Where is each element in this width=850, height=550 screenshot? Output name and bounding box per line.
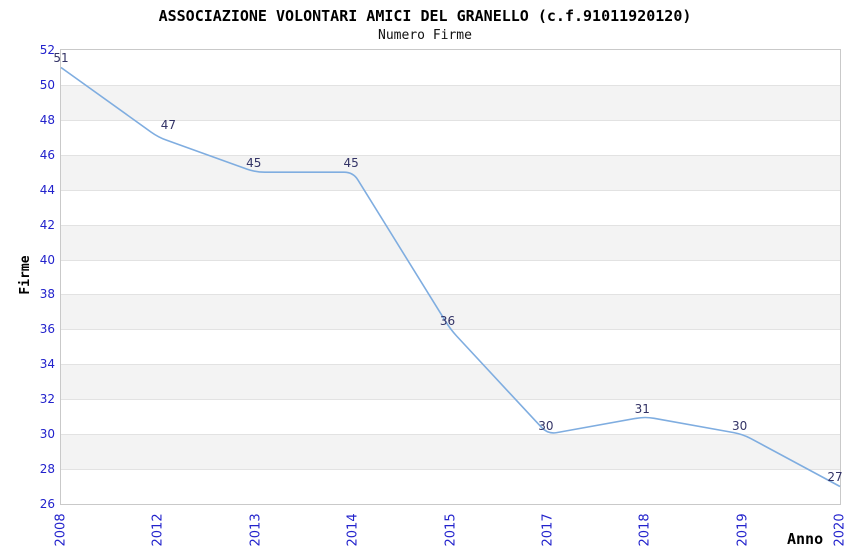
gridline — [61, 364, 840, 365]
plot-band — [61, 84, 840, 120]
line-series — [60, 66, 841, 488]
x-axis-title: Anno — [787, 530, 824, 548]
plot-band — [61, 434, 840, 470]
x-tick-label: 2020 — [832, 513, 848, 547]
y-tick-label: 34 — [39, 357, 55, 372]
gridline — [61, 190, 840, 191]
x-tick-label: 2018 — [637, 513, 653, 547]
y-tick-label: 26 — [39, 497, 55, 511]
data-point-label: 36 — [439, 314, 456, 329]
data-point-label: 45 — [246, 156, 262, 171]
y-tick-label: 52 — [39, 43, 55, 57]
series-path — [60, 66, 841, 488]
data-point-label: 51 — [53, 51, 69, 66]
gridline — [61, 225, 840, 226]
plot-band — [61, 364, 840, 400]
gridline — [61, 399, 840, 400]
gridline — [61, 434, 840, 435]
y-tick-label: 50 — [39, 77, 55, 92]
y-tick-label: 32 — [39, 392, 55, 407]
x-tick-label: 2008 — [53, 513, 69, 547]
y-tick-label: 42 — [39, 217, 55, 232]
y-tick-label: 30 — [39, 427, 55, 442]
gridline — [61, 155, 840, 156]
y-tick-label: 28 — [39, 462, 55, 477]
plot-band — [61, 294, 840, 330]
gridline — [61, 469, 840, 470]
x-tick-label: 2015 — [443, 513, 458, 547]
x-tick-label: 2014 — [345, 513, 361, 547]
y-tick-label: 36 — [39, 322, 55, 337]
gridline — [61, 260, 840, 261]
x-tick-label: 2012 — [150, 513, 166, 547]
data-point-label: 47 — [160, 118, 177, 133]
data-point-label: 30 — [538, 419, 554, 434]
chart-title: ASSOCIAZIONE VOLONTARI AMICI DEL GRANELL… — [158, 7, 692, 25]
plot-band — [61, 224, 840, 260]
x-tick-label: 2017 — [540, 513, 556, 547]
data-point-label: 45 — [343, 156, 359, 171]
data-point-label: 31 — [634, 401, 650, 416]
y-tick-label: 48 — [39, 112, 55, 127]
data-point-label: 27 — [827, 469, 843, 484]
plot-band — [61, 154, 840, 190]
y-tick-label: 46 — [39, 147, 55, 162]
x-tick-label: 2019 — [735, 513, 751, 547]
y-tick-label: 38 — [39, 287, 55, 302]
x-tick-label: 2013 — [248, 513, 264, 547]
y-tick-label: 40 — [39, 252, 55, 267]
gridline — [61, 85, 840, 86]
data-point-label: 30 — [731, 419, 748, 434]
y-tick-label: 44 — [39, 182, 55, 197]
plot-area — [60, 49, 841, 505]
gridline — [61, 120, 840, 121]
chart-subtitle: Numero Firme — [378, 28, 472, 43]
gridline — [61, 294, 840, 295]
